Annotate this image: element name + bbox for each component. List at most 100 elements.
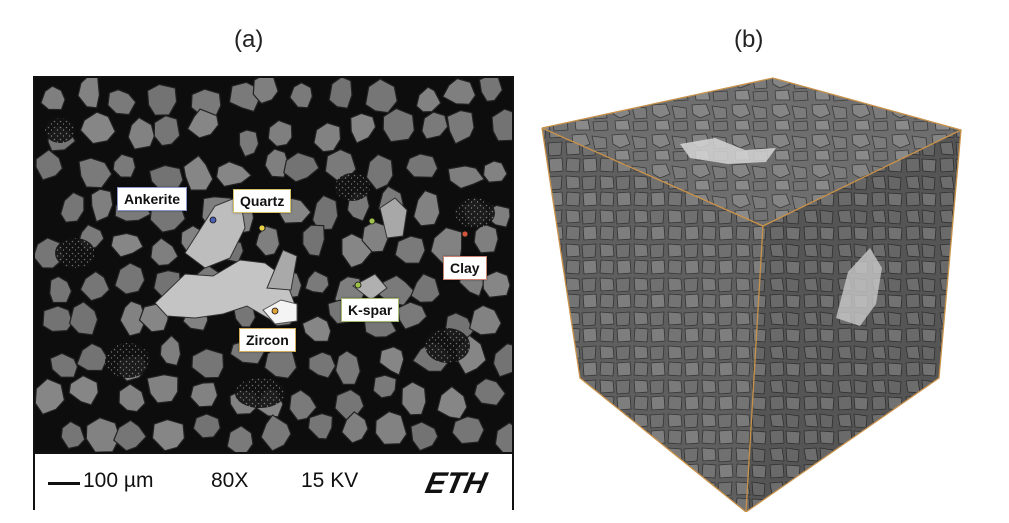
mineral-grain [473, 377, 507, 406]
clay-callout: Clay [443, 256, 487, 280]
mineral-grain [191, 348, 225, 379]
mineral-grain [311, 194, 339, 231]
quartz-callout: Quartz [233, 189, 292, 213]
mineral-grain [215, 161, 253, 188]
ankerite-callout: Ankerite [117, 187, 188, 211]
mineral-grain [482, 160, 508, 183]
bright-inclusion-right [836, 248, 882, 326]
mineral-grain [49, 275, 73, 304]
mineral-grain [468, 304, 502, 336]
mineral-grain [413, 189, 441, 227]
mineral-grain [107, 89, 137, 116]
mineral-grain [361, 220, 390, 253]
mineral-grain [119, 300, 147, 337]
mineral-grain [114, 262, 146, 295]
mineral-grain [238, 129, 260, 158]
scale-bar-strip: 100 µm 80X 15 KV ETH [35, 452, 512, 510]
mineral-grain [68, 374, 99, 406]
mineral-grain [267, 119, 293, 148]
mineral-grain [226, 425, 254, 452]
mineral-grain [491, 108, 512, 142]
mineral-grain [150, 237, 179, 267]
mineral-grain [79, 111, 117, 145]
mineral-grain [189, 381, 219, 408]
clay-pocket [45, 118, 75, 143]
mineral-grain [146, 83, 178, 116]
mineral-grain [410, 273, 441, 303]
voltage-text: 15 KV [301, 469, 359, 492]
mineral-grain [192, 413, 221, 439]
mineral-grain [151, 418, 186, 452]
sem-micrograph-image [35, 78, 512, 452]
sem-micrograph-panel: Ankerite Quartz Clay K-spar Zircon 100 µ… [33, 76, 514, 510]
mineral-grain [301, 315, 332, 342]
zircon-callout: Zircon [239, 328, 296, 352]
bright-inclusion-top [680, 138, 776, 164]
mineral-grain [35, 237, 65, 269]
mineral-grain [153, 115, 181, 147]
quartz-marker [258, 224, 266, 232]
mineral-grain [341, 411, 369, 444]
mineral-grain [372, 374, 397, 399]
ankerite-marker [209, 216, 217, 224]
mineral-grain [78, 157, 113, 189]
mineral-grain [446, 109, 475, 145]
mineral-grain [436, 385, 468, 420]
mineral-grain [113, 419, 147, 452]
mineral-grain [302, 224, 326, 257]
mineral-grain [264, 148, 289, 178]
cube-outline [541, 77, 962, 512]
mineral-grain [405, 153, 439, 178]
mineral-grain [112, 153, 137, 178]
mineral-grain [447, 165, 486, 190]
scale-bar-line [48, 482, 80, 485]
mineral-grain [60, 191, 85, 223]
mineral-grain [304, 270, 330, 294]
mineral-grain [421, 111, 449, 140]
mineral-grain [42, 305, 74, 333]
mineral-grain [127, 116, 156, 150]
mineral-grain [394, 235, 426, 264]
mineral-grain [60, 420, 86, 450]
mineral-grain [283, 151, 320, 183]
mineral-grain [334, 350, 361, 386]
mineral-grain [90, 188, 114, 223]
eth-logo-text: ETH [423, 467, 491, 499]
clay-pocket [235, 378, 285, 408]
mineral-grain [410, 421, 439, 452]
mineral-grain [365, 153, 394, 191]
k-spar-callout: K-spar [341, 298, 400, 322]
clay-marker [461, 230, 469, 238]
zircon-grain [262, 299, 298, 325]
zircon-marker [271, 307, 279, 315]
mineral-grain [79, 270, 111, 302]
mineral-grain [451, 415, 485, 445]
mineral-grain [77, 78, 101, 109]
mineral-grain [482, 270, 511, 299]
mineral-grain [308, 351, 337, 379]
mineral-grain [307, 412, 334, 440]
k-spar-marker-2 [354, 281, 362, 289]
mineral-grain [183, 154, 214, 191]
mineral-grain [118, 383, 146, 413]
mineral-grain [146, 374, 179, 404]
clay-pocket [425, 328, 470, 363]
mineral-grain [288, 389, 318, 421]
mineral-grain [378, 346, 405, 376]
mineral-grain [364, 78, 398, 114]
mineral-grain [328, 78, 353, 109]
mineral-grain [492, 343, 512, 378]
cube-vertical-edge [745, 225, 764, 512]
mineral-grain [159, 334, 182, 367]
mineral-grain [441, 78, 477, 106]
eth-logo: ETH [423, 467, 491, 499]
mineral-grain [260, 414, 292, 452]
mineral-grain [289, 82, 313, 109]
mineral-grain [473, 223, 499, 254]
clay-pocket [335, 173, 370, 201]
ankerite-grain [184, 195, 246, 269]
k-spar-grain-2 [379, 197, 408, 239]
mineral-grain [35, 149, 64, 181]
mineral-grain [76, 342, 109, 372]
mineral-grain [35, 378, 66, 416]
